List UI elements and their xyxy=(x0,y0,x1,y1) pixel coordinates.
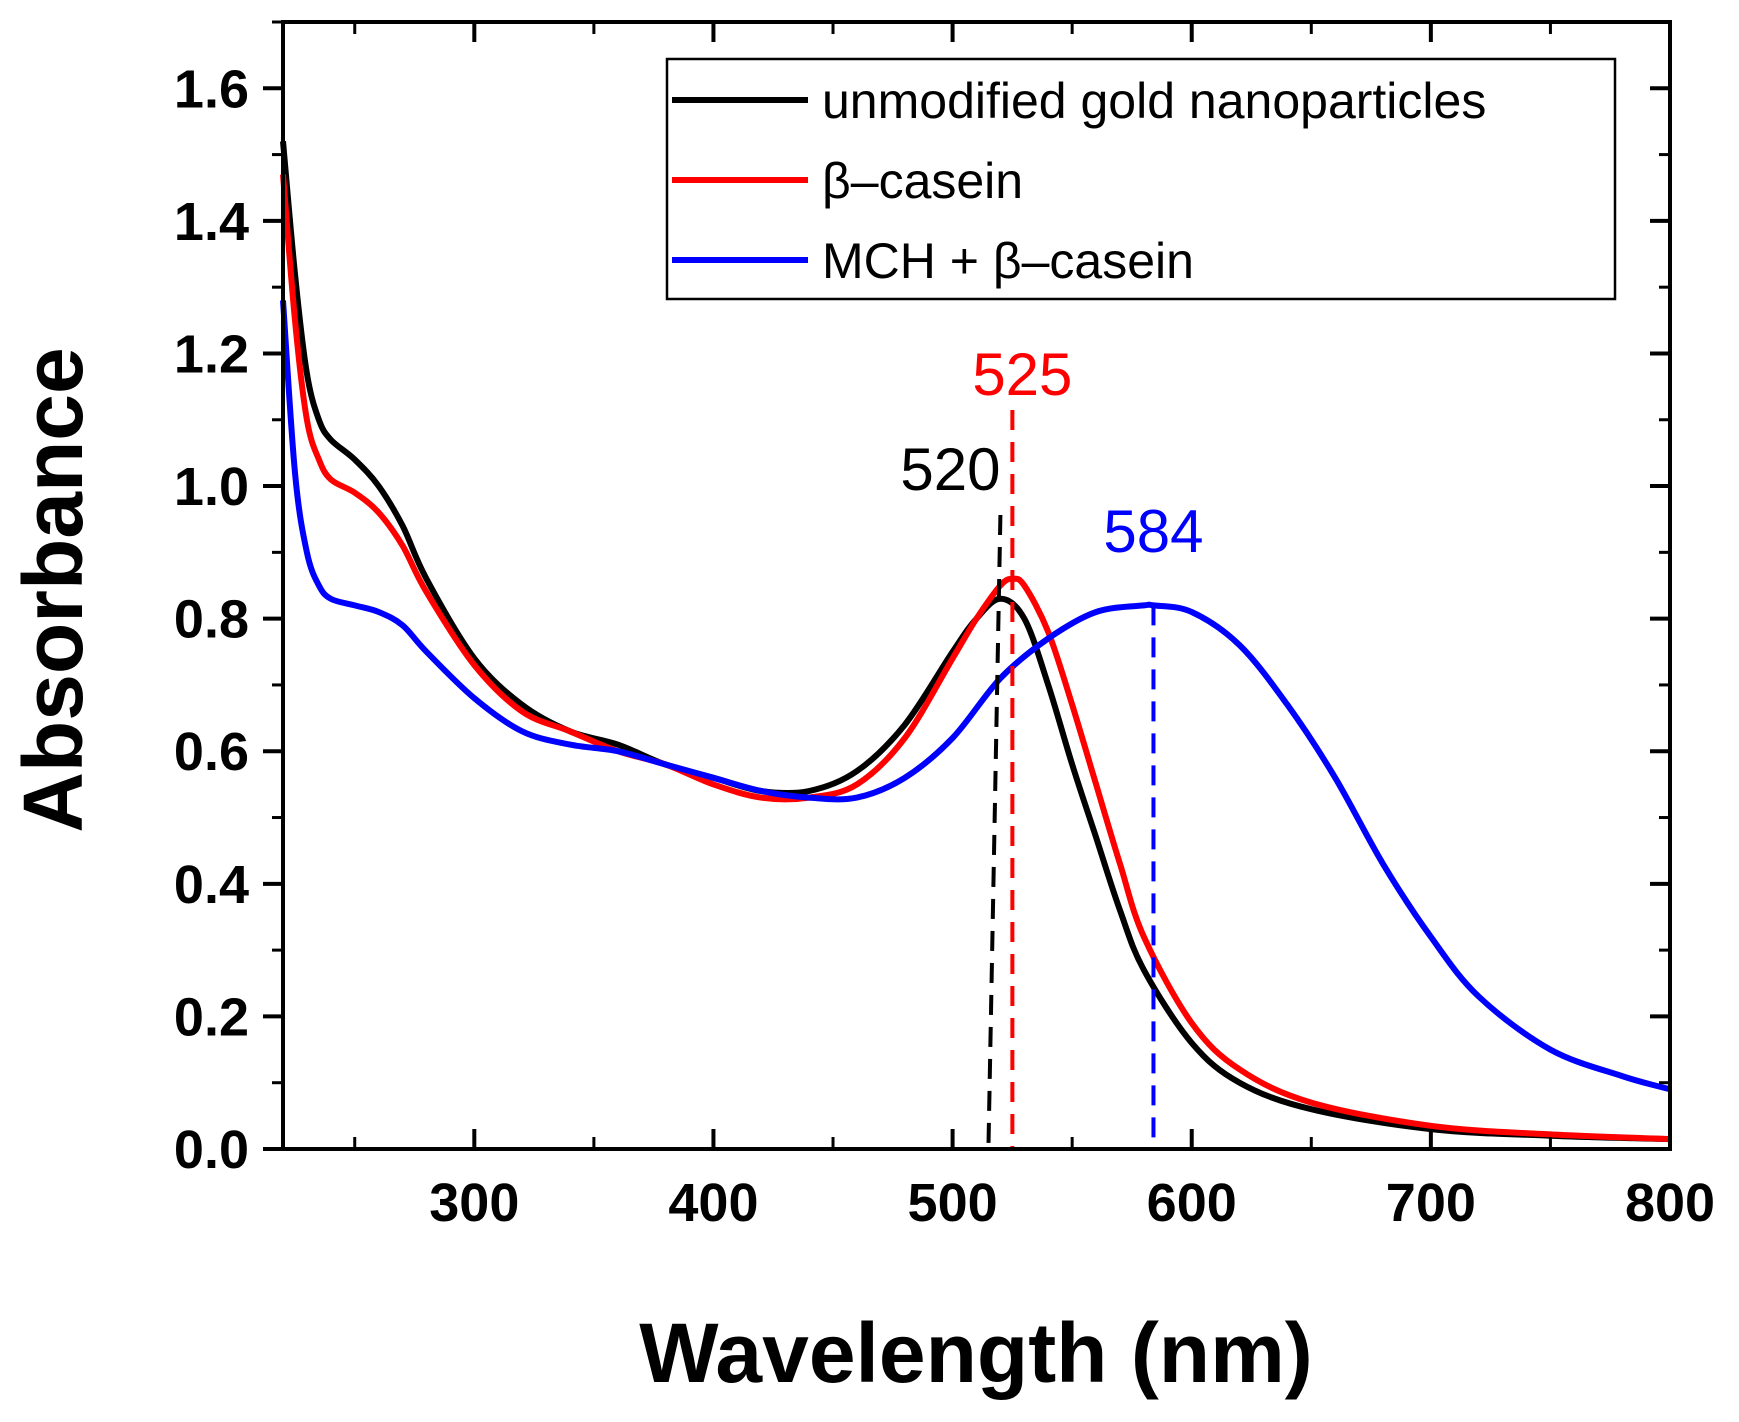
y-tick-label: 0.2 xyxy=(174,987,249,1047)
x-axis-title: Wavelength (nm) xyxy=(639,1306,1313,1400)
x-tick-label: 400 xyxy=(668,1173,758,1233)
peak-label-520: 520 xyxy=(900,436,1000,503)
x-tick-label: 800 xyxy=(1625,1173,1715,1233)
legend-box xyxy=(665,57,1617,301)
peak-line-520 xyxy=(986,514,1003,1150)
y-tick-label: 1.6 xyxy=(174,59,249,119)
legend: unmodified gold nanoparticles β–casein M… xyxy=(665,57,1617,301)
y-tick-label: 0.0 xyxy=(174,1120,249,1180)
x-tick-label: 500 xyxy=(908,1173,998,1233)
series-line-2 xyxy=(280,300,1671,1093)
series-line-0 xyxy=(280,141,1671,1143)
y-axis-title: Absorbance xyxy=(6,347,100,832)
peak-markers-group: 520 525 584 xyxy=(900,341,1204,1150)
data-series-group xyxy=(280,141,1671,1143)
legend-label-beta-casein: β–casein xyxy=(822,153,1023,209)
y-tick-label: 0.4 xyxy=(174,855,249,915)
series-line-1 xyxy=(280,174,1671,1143)
x-tick-label: 600 xyxy=(1147,1173,1237,1233)
axis-ticks-group: 300 400 500 600 700 800 0.0 0.2 0.4 0.6 0.8 1.0 1.2 1… xyxy=(174,20,1715,1233)
x-tick-label: 700 xyxy=(1386,1173,1476,1233)
plot-frame xyxy=(281,20,1672,1151)
y-tick-label: 1.0 xyxy=(174,457,249,517)
legend-label-unmodified: unmodified gold nanoparticles xyxy=(822,73,1486,129)
peak-label-584: 584 xyxy=(1103,498,1203,565)
y-tick-label: 1.2 xyxy=(174,324,249,384)
y-tick-label: 0.8 xyxy=(174,590,249,650)
legend-label-mch-beta-casein: MCH + β–casein xyxy=(822,233,1194,289)
y-tick-label: 1.4 xyxy=(174,192,249,252)
peak-label-525: 525 xyxy=(972,341,1072,408)
x-tick-label: 300 xyxy=(429,1173,519,1233)
y-tick-label: 0.6 xyxy=(174,722,249,782)
